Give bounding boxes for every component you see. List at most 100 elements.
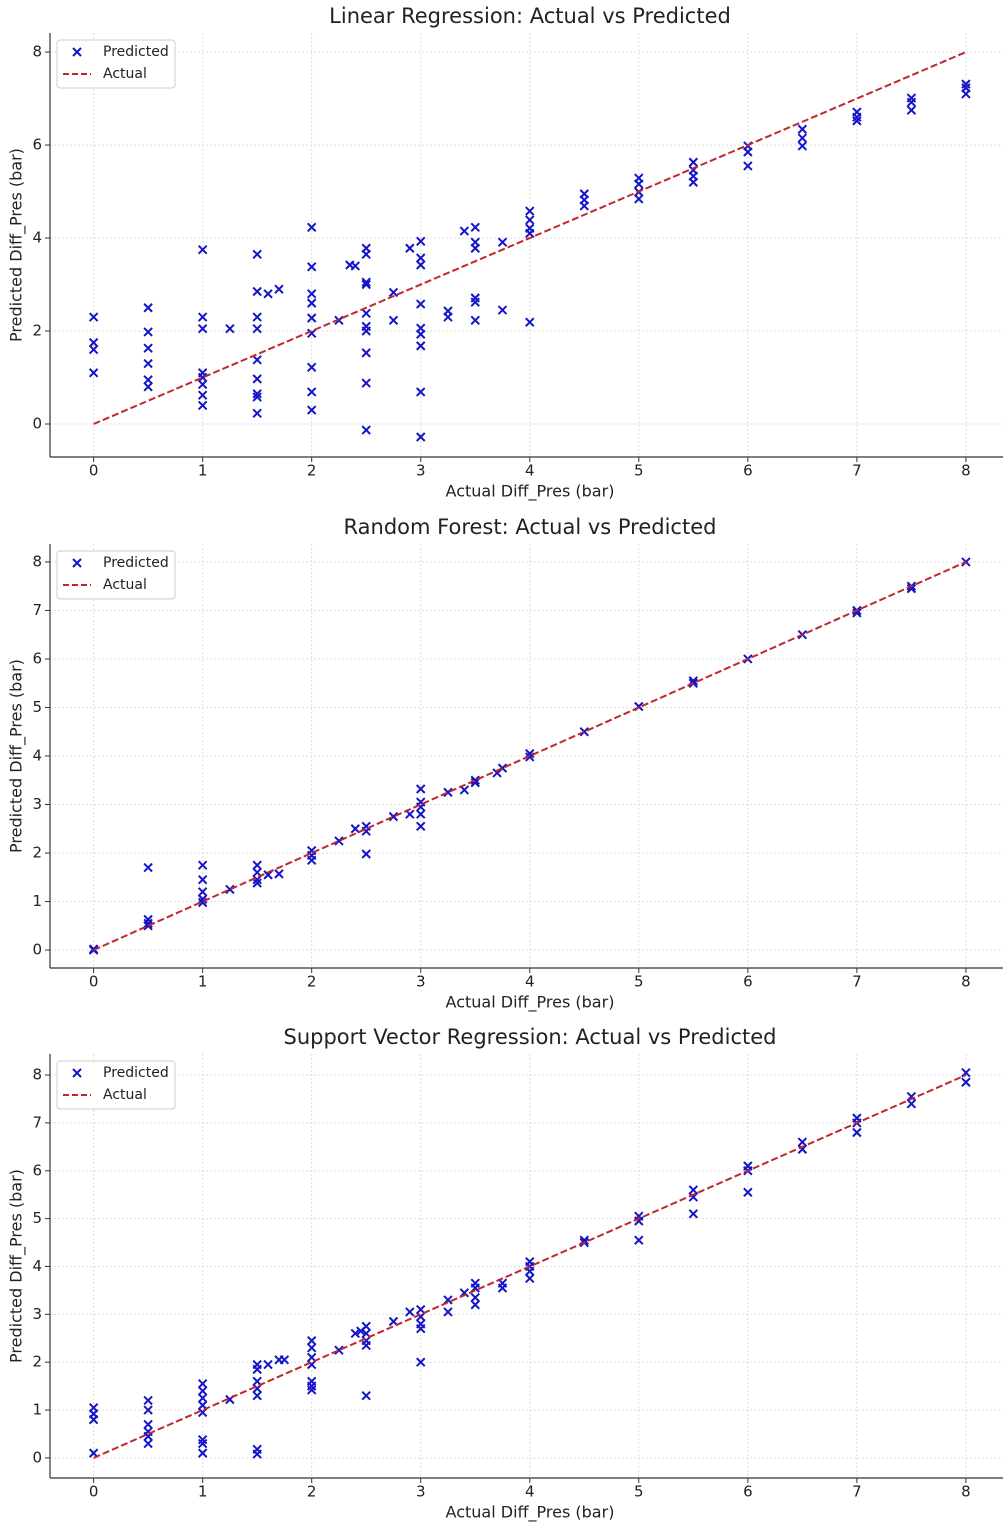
predicted-point <box>416 1312 426 1322</box>
predicted-point <box>279 1355 290 1365</box>
predicted-point <box>88 344 99 355</box>
predicted-point <box>361 279 371 290</box>
y-tick-label: 2 <box>32 1353 42 1371</box>
predicted-point <box>252 323 262 334</box>
predicted-point <box>497 1283 508 1293</box>
predicted-point <box>416 432 426 442</box>
predicted-point <box>416 1357 426 1367</box>
predicted-point <box>388 811 399 822</box>
y-tick-label: 0 <box>32 414 42 432</box>
predicted-point <box>688 177 699 187</box>
predicted-point <box>197 372 208 383</box>
y-tick-label: 5 <box>32 698 42 716</box>
predicted-point <box>688 1185 699 1195</box>
x-tick-label: 3 <box>416 462 426 480</box>
x-tick-label: 2 <box>307 1483 317 1501</box>
predicted-point <box>797 133 808 143</box>
predicted-point <box>197 1435 208 1445</box>
legend-label: Predicted <box>103 1065 169 1081</box>
predicted-point <box>350 1328 361 1339</box>
predicted-point <box>197 1448 208 1458</box>
y-tick-label: 2 <box>32 844 42 862</box>
y-tick-label: 6 <box>32 136 42 154</box>
x-tick-label: 4 <box>525 462 535 480</box>
predicted-point <box>252 286 262 297</box>
predicted-point <box>334 836 344 846</box>
subplot: Random Forest: Actual vs Predicted Actual… <box>7 515 1003 1013</box>
predicted-point <box>143 862 153 873</box>
legend-label: Actual <box>103 66 147 82</box>
y-tick-label: 8 <box>32 552 42 570</box>
predicted-point <box>143 1405 153 1415</box>
predicted-point <box>252 878 262 888</box>
y-tick-label: 8 <box>32 1066 42 1084</box>
predicted-point <box>416 253 426 263</box>
subplot: Linear Regression: Actual vs Predicted Ac… <box>7 4 1003 502</box>
predicted-point <box>470 243 480 253</box>
x-axis-label: Actual Diff_Pres (bar) <box>446 993 615 1013</box>
predicted-point <box>143 375 153 385</box>
predicted-point <box>143 1419 153 1430</box>
x-tick-label: 7 <box>852 1483 862 1501</box>
predicted-point <box>361 1390 371 1401</box>
predicted-point <box>743 1187 753 1198</box>
predicted-point <box>688 1192 699 1202</box>
predicted-point <box>361 1321 371 1332</box>
y-tick-label: 0 <box>32 941 42 959</box>
legend-marker <box>72 47 82 57</box>
y-tick-label: 1 <box>32 892 42 910</box>
predicted-point <box>143 1438 153 1449</box>
predicted-point <box>88 368 99 378</box>
predicted-point <box>361 326 371 336</box>
predicted-point <box>416 341 426 351</box>
predicted-point <box>306 1343 317 1353</box>
actual-line <box>93 51 967 425</box>
predicted-point <box>361 1340 371 1351</box>
x-tick-label: 3 <box>416 973 426 991</box>
subplot-title: Linear Regression: Actual vs Predicted <box>329 4 731 28</box>
predicted-point <box>306 405 317 415</box>
predicted-point <box>797 1137 808 1147</box>
predicted-point <box>143 1395 153 1406</box>
predicted-point <box>852 1127 862 1138</box>
predicted-point <box>197 1393 208 1403</box>
subplot-title: Random Forest: Actual vs Predicted <box>344 515 717 539</box>
predicted-point <box>459 226 470 236</box>
predicted-point <box>361 277 371 287</box>
predicted-point <box>143 918 153 929</box>
actual-line <box>93 1074 967 1459</box>
predicted-point <box>225 323 235 334</box>
predicted-point <box>197 1386 208 1396</box>
predicted-point <box>470 297 480 307</box>
predicted-point <box>443 1307 453 1317</box>
predicted-point <box>143 358 153 369</box>
y-axis-label: Predicted Diff_Pres (bar) <box>7 1169 27 1363</box>
predicted-point <box>350 261 361 271</box>
predicted-point <box>306 222 317 233</box>
predicted-point <box>306 262 317 272</box>
predicted-point <box>961 79 971 89</box>
predicted-point <box>470 775 480 785</box>
predicted-point <box>961 1077 971 1087</box>
predicted-point <box>88 312 99 322</box>
predicted-point <box>263 289 273 299</box>
predicted-point <box>143 382 153 392</box>
x-tick-label: 2 <box>307 973 317 991</box>
x-tick-label: 6 <box>743 973 753 991</box>
x-axis-label: Actual Diff_Pres (bar) <box>446 482 615 502</box>
predicted-point <box>852 112 862 122</box>
predicted-point <box>852 116 862 126</box>
predicted-point <box>252 249 262 260</box>
predicted-point <box>906 1099 917 1109</box>
y-tick-label: 4 <box>32 747 42 765</box>
predicted-point <box>143 303 153 313</box>
predicted-point <box>470 1300 480 1310</box>
x-axis-label: Actual Diff_Pres (bar) <box>446 1503 615 1523</box>
predicted-point <box>443 312 453 322</box>
predicted-point <box>497 305 508 315</box>
x-tick-label: 1 <box>198 1483 208 1501</box>
subplot-title: Support Vector Regression: Actual vs Pre… <box>284 1025 777 1049</box>
predicted-point <box>470 222 480 233</box>
predicted-point <box>852 608 862 618</box>
y-tick-label: 0 <box>32 1448 42 1466</box>
